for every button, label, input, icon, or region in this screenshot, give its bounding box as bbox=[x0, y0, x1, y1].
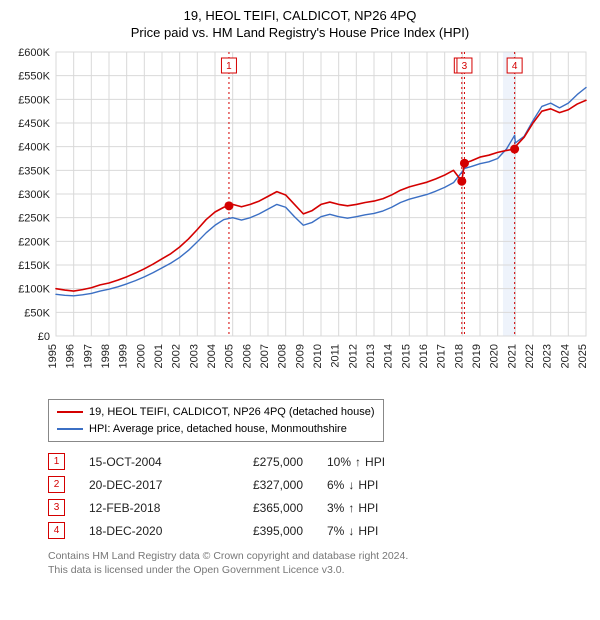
x-tick-label: 2011 bbox=[330, 344, 342, 368]
sale-diff: 7% ↓ HPI bbox=[327, 524, 417, 538]
legend-row: HPI: Average price, detached house, Monm… bbox=[57, 421, 375, 438]
price-chart: £0 £50K £100K £150K £200K £250K £300K £350K £400… bbox=[6, 46, 594, 386]
sale-diff-pct: 6% bbox=[327, 478, 344, 492]
x-tick-label: 2013 bbox=[365, 344, 377, 368]
x-tick-label: 2024 bbox=[559, 344, 571, 368]
sale-date: 12-FEB-2018 bbox=[89, 501, 199, 515]
x-tick-label: 2022 bbox=[524, 344, 536, 368]
y-tick-label: £100K bbox=[18, 284, 50, 296]
x-tick-label: 2007 bbox=[259, 344, 271, 368]
y-tick-label: £450K bbox=[18, 118, 50, 130]
sale-number-box: 3 bbox=[48, 499, 65, 516]
sale-marker-dot bbox=[460, 159, 469, 168]
x-tick-label: 1999 bbox=[118, 344, 130, 368]
sale-number-box: 4 bbox=[48, 522, 65, 539]
x-tick-label: 2014 bbox=[383, 344, 395, 368]
footer-line-1: Contains HM Land Registry data © Crown c… bbox=[48, 550, 594, 564]
arrow-down-icon: ↓ bbox=[348, 478, 354, 492]
y-tick-label: £400K bbox=[18, 142, 50, 154]
x-tick-label: 2001 bbox=[153, 344, 165, 368]
legend-label: HPI: Average price, detached house, Monm… bbox=[89, 421, 347, 438]
x-tick-label: 2009 bbox=[294, 344, 306, 368]
sale-number-box: 2 bbox=[48, 476, 65, 493]
x-tick-label: 1996 bbox=[65, 344, 77, 368]
arrow-up-icon: ↑ bbox=[348, 501, 354, 515]
table-row: 2 20-DEC-2017 £327,000 6% ↓ HPI bbox=[48, 473, 594, 496]
sale-marker-dot bbox=[224, 201, 233, 210]
sale-diff-vs: HPI bbox=[358, 478, 378, 492]
chart-container: £0 £50K £100K £150K £200K £250K £300K £350K £400… bbox=[6, 46, 594, 391]
x-tick-label: 2025 bbox=[577, 344, 589, 368]
x-tick-label: 2002 bbox=[171, 344, 183, 368]
table-row: 4 18-DEC-2020 £395,000 7% ↓ HPI bbox=[48, 519, 594, 542]
footer-attribution: Contains HM Land Registry data © Crown c… bbox=[48, 550, 594, 577]
sale-diff: 6% ↓ HPI bbox=[327, 478, 417, 492]
arrow-down-icon: ↓ bbox=[348, 524, 354, 538]
y-tick-label: £500K bbox=[18, 94, 50, 106]
sale-marker-number: 4 bbox=[512, 61, 518, 72]
y-tick-label: £300K bbox=[18, 189, 50, 201]
x-tick-label: 2000 bbox=[135, 344, 147, 368]
x-tick-label: 2006 bbox=[241, 344, 253, 368]
sale-diff-vs: HPI bbox=[358, 524, 378, 538]
y-tick-label: £600K bbox=[18, 47, 50, 59]
sale-date: 20-DEC-2017 bbox=[89, 478, 199, 492]
sale-marker-dot bbox=[510, 145, 519, 154]
table-row: 1 15-OCT-2004 £275,000 10% ↑ HPI bbox=[48, 450, 594, 473]
page-title: 19, HEOL TEIFI, CALDICOT, NP26 4PQ bbox=[6, 8, 594, 23]
sale-price: £365,000 bbox=[223, 501, 303, 515]
y-tick-label: £250K bbox=[18, 213, 50, 225]
sale-diff-pct: 10% bbox=[327, 455, 351, 469]
legend: 19, HEOL TEIFI, CALDICOT, NP26 4PQ (deta… bbox=[48, 399, 384, 442]
y-tick-label: £200K bbox=[18, 236, 50, 248]
sale-diff-pct: 7% bbox=[327, 524, 344, 538]
x-tick-label: 2004 bbox=[206, 344, 218, 368]
page-subtitle: Price paid vs. HM Land Registry's House … bbox=[6, 25, 594, 40]
sales-table: 1 15-OCT-2004 £275,000 10% ↑ HPI 2 20-DEC-2017 £… bbox=[48, 450, 594, 542]
x-tick-label: 1995 bbox=[47, 344, 59, 368]
x-tick-label: 2016 bbox=[418, 344, 430, 368]
sale-price: £395,000 bbox=[223, 524, 303, 538]
x-tick-label: 2018 bbox=[453, 344, 465, 368]
sale-diff: 3% ↑ HPI bbox=[327, 501, 417, 515]
y-tick-label: £50K bbox=[24, 307, 50, 319]
y-tick-label: £0 bbox=[38, 331, 50, 343]
x-tick-label: 2021 bbox=[506, 344, 518, 368]
x-tick-label: 2010 bbox=[312, 344, 324, 368]
x-tick-label: 2012 bbox=[347, 344, 359, 368]
sale-date: 18-DEC-2020 bbox=[89, 524, 199, 538]
sale-price: £327,000 bbox=[223, 478, 303, 492]
sale-marker-dot bbox=[457, 177, 466, 186]
arrow-up-icon: ↑ bbox=[355, 455, 361, 469]
sale-number-box: 1 bbox=[48, 453, 65, 470]
x-tick-label: 1998 bbox=[100, 344, 112, 368]
table-row: 3 12-FEB-2018 £365,000 3% ↑ HPI bbox=[48, 496, 594, 519]
x-tick-label: 2015 bbox=[400, 344, 412, 368]
y-tick-label: £350K bbox=[18, 165, 50, 177]
x-tick-label: 2003 bbox=[188, 344, 200, 368]
y-tick-label: £150K bbox=[18, 260, 50, 272]
sale-diff-vs: HPI bbox=[365, 455, 385, 469]
legend-swatch bbox=[57, 411, 83, 413]
x-tick-label: 2023 bbox=[542, 344, 554, 368]
x-tick-label: 2008 bbox=[277, 344, 289, 368]
sale-date: 15-OCT-2004 bbox=[89, 455, 199, 469]
legend-label: 19, HEOL TEIFI, CALDICOT, NP26 4PQ (deta… bbox=[89, 404, 375, 421]
legend-row: 19, HEOL TEIFI, CALDICOT, NP26 4PQ (deta… bbox=[57, 404, 375, 421]
x-tick-label: 1997 bbox=[82, 344, 94, 368]
x-tick-label: 2020 bbox=[489, 344, 501, 368]
x-tick-label: 2005 bbox=[224, 344, 236, 368]
sale-diff: 10% ↑ HPI bbox=[327, 455, 417, 469]
sale-price: £275,000 bbox=[223, 455, 303, 469]
sale-marker-number: 1 bbox=[226, 61, 232, 72]
x-tick-label: 2017 bbox=[436, 344, 448, 368]
sale-diff-vs: HPI bbox=[358, 501, 378, 515]
x-tick-label: 2019 bbox=[471, 344, 483, 368]
sale-diff-pct: 3% bbox=[327, 501, 344, 515]
legend-swatch bbox=[57, 428, 83, 430]
footer-line-2: This data is licensed under the Open Gov… bbox=[48, 564, 594, 578]
y-tick-label: £550K bbox=[18, 71, 50, 83]
sale-marker-number: 3 bbox=[462, 61, 468, 72]
